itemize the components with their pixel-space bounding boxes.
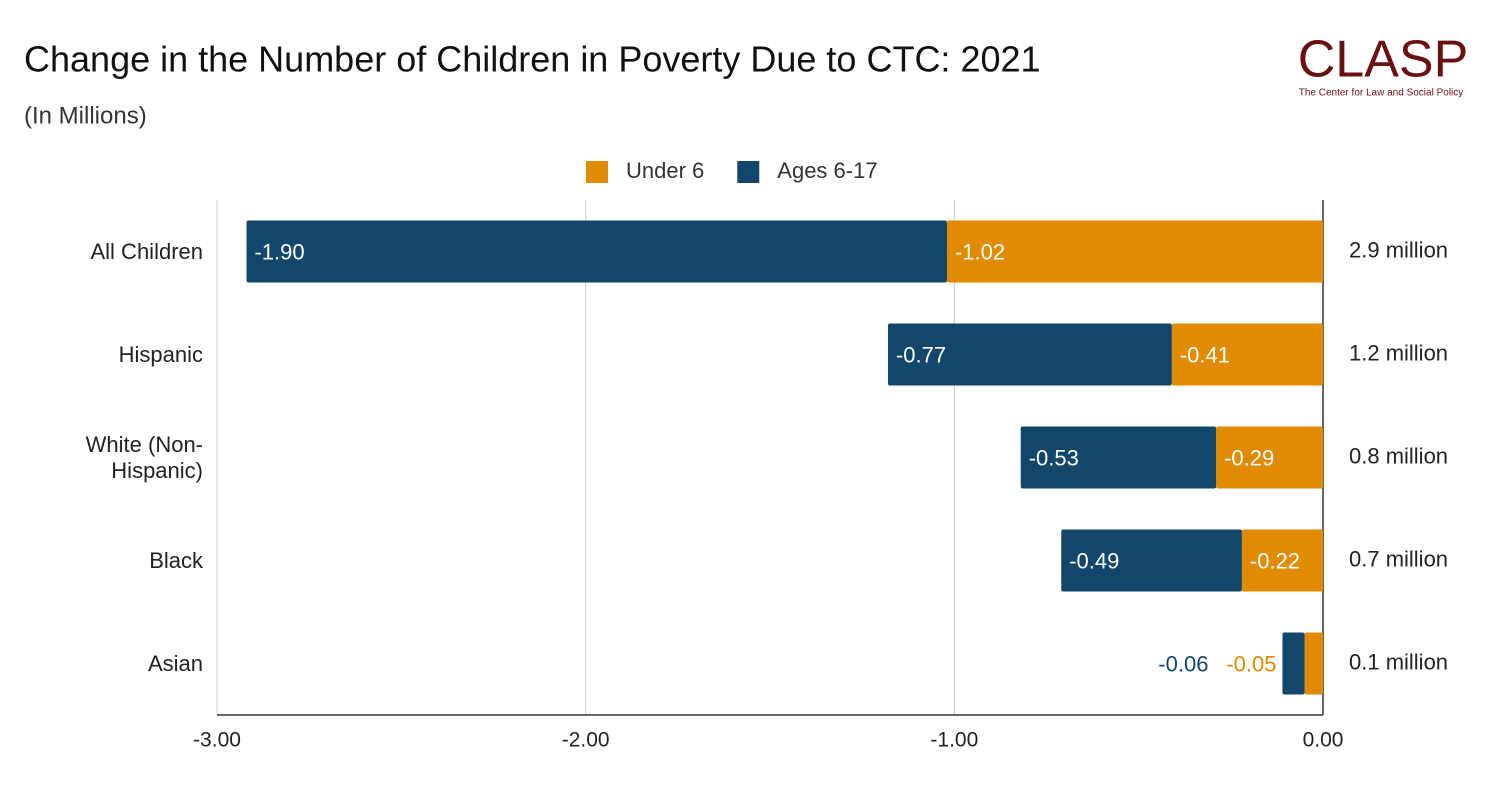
x-tick-label: -2.00 bbox=[562, 729, 610, 752]
total-label: 0.7 million bbox=[1349, 546, 1448, 571]
legend-swatch bbox=[737, 161, 760, 183]
legend-label: Ages 6-17 bbox=[777, 158, 877, 183]
x-tick-label: -1.00 bbox=[930, 729, 978, 752]
bar bbox=[246, 220, 947, 283]
y-tick-label: All Children bbox=[90, 238, 204, 264]
bar bbox=[1061, 529, 1242, 592]
data-label: -0.49 bbox=[1069, 548, 1119, 573]
total-label: 0.8 million bbox=[1349, 443, 1448, 468]
legend-swatch bbox=[586, 161, 608, 183]
data-label: -1.02 bbox=[955, 239, 1005, 264]
data-label: -0.41 bbox=[1180, 342, 1230, 367]
chart-title: Change in the Number of Children in Pove… bbox=[24, 39, 1041, 80]
bar bbox=[1241, 529, 1323, 592]
data-label: -0.22 bbox=[1250, 548, 1300, 573]
logo: CLASP bbox=[1298, 31, 1469, 89]
y-tick-label: Asian bbox=[147, 650, 203, 676]
x-tick-label: 0.00 bbox=[1303, 729, 1344, 752]
y-tick-label: Hispanic bbox=[118, 341, 203, 367]
y-tick-label: White (Non-Hispanic) bbox=[85, 431, 203, 483]
y-tick-label: Black bbox=[149, 547, 203, 573]
data-label: -0.77 bbox=[896, 342, 946, 367]
data-label: -0.53 bbox=[1029, 445, 1079, 470]
data-label: -0.06 bbox=[1158, 651, 1208, 676]
x-tick-label: -3.00 bbox=[193, 729, 241, 752]
chart-subtitle: (In Millions) bbox=[24, 102, 147, 129]
bar bbox=[887, 323, 1172, 386]
bar bbox=[1216, 426, 1323, 489]
logo-tagline: The Center for Law and Social Policy bbox=[1299, 88, 1464, 99]
data-label: -0.05 bbox=[1226, 651, 1276, 676]
data-label: -0.29 bbox=[1224, 445, 1274, 470]
bar bbox=[1282, 632, 1305, 695]
total-label: 2.9 million bbox=[1349, 237, 1448, 262]
legend-label: Under 6 bbox=[626, 158, 704, 183]
total-label: 0.1 million bbox=[1349, 649, 1448, 674]
bar bbox=[1020, 426, 1217, 489]
bar bbox=[946, 220, 1323, 283]
total-label: 1.2 million bbox=[1349, 340, 1448, 365]
bar bbox=[1171, 323, 1323, 386]
bar bbox=[1304, 632, 1323, 695]
data-label: -1.90 bbox=[254, 239, 304, 264]
